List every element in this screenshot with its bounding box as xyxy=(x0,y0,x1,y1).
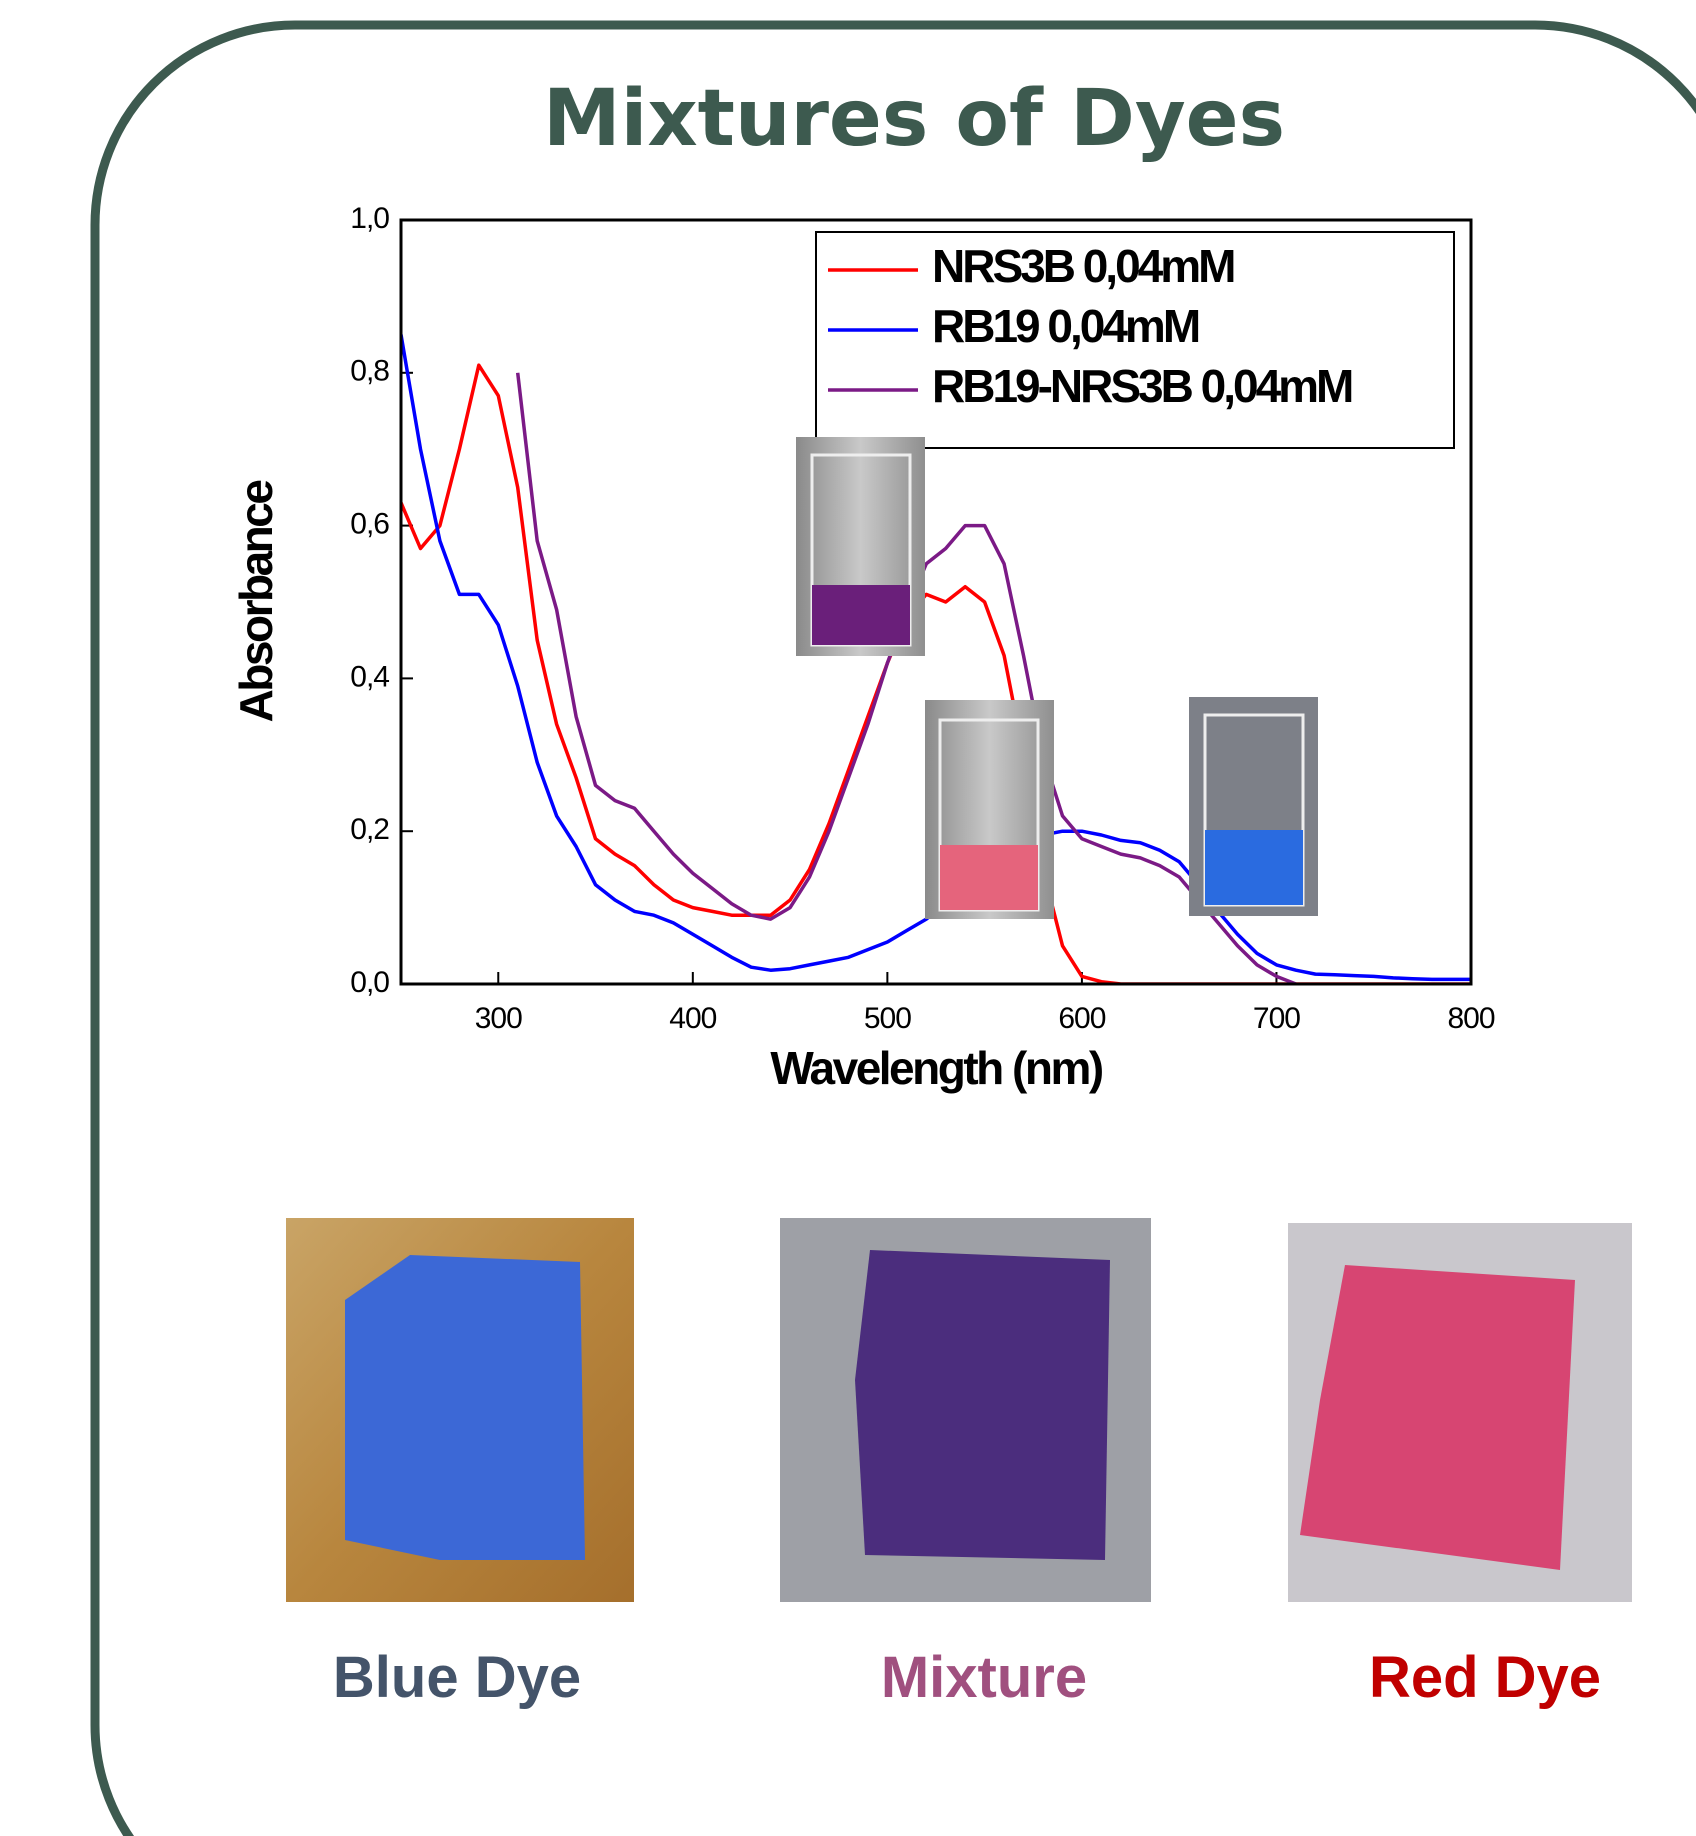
swatch-caption: Blue Dye xyxy=(333,1645,581,1710)
beaker-photo xyxy=(925,700,1054,919)
beaker-photo xyxy=(796,437,925,656)
legend-label: RB19-NRS3B 0,04mM xyxy=(932,360,1352,412)
x-tick-label: 700 xyxy=(1253,1002,1300,1035)
legend-label: RB19 0,04mM xyxy=(932,300,1199,352)
x-axis-title: Wavelength (nm) xyxy=(770,1042,1103,1094)
x-tick-label: 800 xyxy=(1447,1002,1494,1035)
y-axis-title: Absorbance xyxy=(230,480,282,723)
poster-title: Mixtures of Dyes xyxy=(543,74,1285,164)
y-tick-label: 0,4 xyxy=(350,660,389,693)
legend-label: NRS3B 0,04mM xyxy=(932,240,1234,292)
x-tick-label: 600 xyxy=(1058,1002,1105,1035)
y-tick-label: 0,8 xyxy=(350,355,389,388)
y-tick-label: 0,6 xyxy=(350,508,389,541)
swatch-caption: Mixture xyxy=(881,1645,1087,1710)
y-tick-label: 1,0 xyxy=(350,202,389,235)
y-tick-label: 0,2 xyxy=(350,813,389,846)
swatch-photo xyxy=(780,1218,1151,1602)
beaker-photo xyxy=(1189,697,1318,916)
swatch-photo xyxy=(1288,1223,1632,1602)
poster: Mixtures of Dyes 0,0 0,2 0,4 0,6 0,8 1,0 300 40… xyxy=(0,0,1696,1836)
x-tick-label: 400 xyxy=(669,1002,716,1035)
x-tick-label: 500 xyxy=(864,1002,911,1035)
swatch-photo xyxy=(286,1218,634,1602)
swatch-caption: Red Dye xyxy=(1369,1645,1601,1710)
x-tick-label: 300 xyxy=(475,1002,522,1035)
y-tick-label: 0,0 xyxy=(350,966,389,999)
